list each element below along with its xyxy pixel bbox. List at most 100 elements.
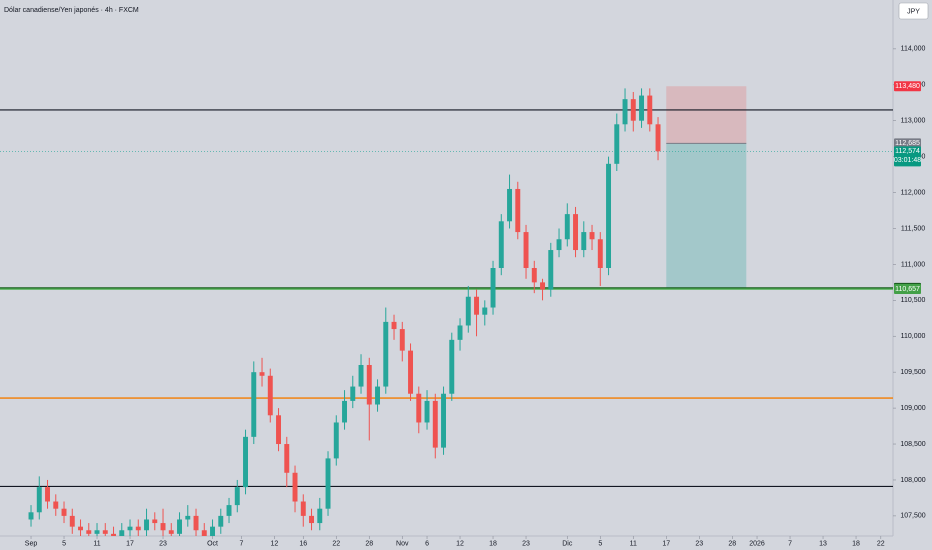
x-tick-label: 23: [522, 540, 530, 547]
candle-body: [399, 329, 405, 351]
y-tick-label: 113,000: [901, 118, 926, 125]
candle-body: [490, 268, 496, 308]
y-tick-label: 108,500: [900, 441, 925, 448]
candle-body: [597, 239, 603, 268]
candle-body: [185, 515, 191, 520]
x-tick-label: Oct: [207, 540, 218, 547]
candle-body: [540, 282, 546, 290]
candle-body: [78, 526, 83, 531]
candle-body: [556, 239, 562, 251]
candle-body: [69, 515, 75, 527]
y-tick-label: 110,000: [901, 333, 926, 340]
candle-body: [226, 505, 232, 516]
x-tick-label: 13: [819, 540, 827, 547]
price-countdown: 03:01:48: [894, 157, 921, 164]
candle-body: [408, 350, 414, 394]
candle-body: [358, 364, 364, 387]
candle-body: [309, 515, 315, 524]
x-tick-label: 7: [239, 540, 243, 547]
x-tick-label: 11: [93, 540, 100, 547]
x-tick-label: 7: [788, 540, 792, 547]
candle-body: [284, 444, 290, 473]
price-tag-label: 110,657: [895, 286, 920, 293]
x-tick-label: 5: [598, 540, 602, 547]
currency-button[interactable]: [898, 2, 929, 20]
candle-body: [61, 508, 67, 516]
candle-body: [102, 530, 108, 534]
candle-body: [639, 95, 645, 121]
candle-body: [135, 526, 141, 531]
candle-body: [589, 232, 595, 240]
y-tick-label: 114,000: [901, 46, 926, 53]
candle-body: [36, 487, 42, 513]
candle-body: [210, 526, 215, 536]
candle-body: [111, 533, 116, 536]
candle-body: [449, 339, 455, 394]
candle-body: [177, 519, 182, 534]
y-tick-label: 109,000: [900, 405, 925, 412]
y-tick-label: 110,500: [901, 297, 926, 304]
y-tick-label: 111,500: [901, 225, 925, 232]
candle-body: [366, 364, 372, 405]
candle-body: [391, 321, 397, 330]
x-tick-label: 23: [159, 540, 167, 547]
candle-body: [218, 515, 224, 527]
x-tick-label: 12: [271, 540, 279, 547]
x-tick-label: 2026: [749, 540, 765, 547]
candle-body: [655, 124, 661, 152]
candle-body: [333, 422, 339, 459]
x-tick-label: 22: [877, 540, 885, 547]
x-tick-label: 28: [728, 540, 736, 547]
candle-body: [630, 99, 636, 121]
candle-body: [474, 296, 480, 315]
x-tick-label: 28: [365, 540, 373, 547]
x-tick-label: 18: [852, 540, 860, 547]
axes: 114,000113,500113,000112,500112,000111,5…: [25, 46, 926, 548]
candle-body: [234, 487, 240, 506]
candle-body: [45, 487, 50, 502]
candle-body: [457, 325, 463, 340]
y-tick-label: 112,000: [901, 189, 926, 196]
y-tick-label: 108,000: [900, 477, 925, 484]
y-tick-label: 107,500: [900, 513, 925, 520]
candle-body: [498, 221, 504, 268]
x-tick-label: 23: [695, 540, 703, 547]
currency-label[interactable]: JPY: [907, 8, 920, 15]
candle-body: [375, 386, 381, 405]
candle-body: [144, 519, 149, 531]
candle-body: [243, 436, 249, 488]
x-tick-label: 17: [126, 540, 134, 547]
x-tick-label: 5: [62, 540, 66, 547]
price-tag: [894, 138, 921, 149]
price-tag-label: 113,480: [895, 83, 920, 90]
candle-body: [564, 214, 570, 240]
candle-body: [300, 501, 306, 516]
price-tag: [894, 284, 921, 295]
candle-body: [350, 386, 356, 401]
plot-area: [0, 86, 893, 536]
x-tick-label: Nov: [396, 540, 409, 547]
x-tick-label: 6: [425, 540, 429, 547]
x-tick-label: Dic: [562, 540, 573, 547]
x-tick-label: 17: [662, 540, 670, 547]
candle-body: [548, 250, 554, 290]
x-tick-label: 18: [489, 540, 497, 547]
candle-body: [160, 523, 166, 531]
candle-body: [168, 530, 174, 534]
candle-body: [581, 232, 587, 251]
candle-body: [441, 393, 447, 448]
x-tick-label: Sep: [25, 540, 38, 547]
candle-body: [28, 512, 34, 520]
candle-body: [119, 530, 125, 536]
candle-body: [292, 472, 298, 502]
price-tag-label: 112,685: [895, 140, 920, 147]
x-tick-label: 12: [456, 540, 464, 547]
candle-body: [482, 307, 488, 315]
stop-zone: [666, 86, 747, 144]
candle-body: [614, 124, 620, 164]
x-tick-label: 22: [332, 540, 340, 547]
candle-body: [94, 530, 100, 534]
candle-body: [424, 400, 430, 423]
